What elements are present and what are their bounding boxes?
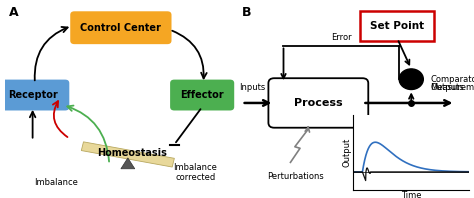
FancyBboxPatch shape — [70, 11, 172, 44]
Text: Effector: Effector — [180, 90, 224, 100]
Text: Set Point: Set Point — [370, 21, 424, 31]
Text: Inputs: Inputs — [239, 83, 265, 92]
FancyBboxPatch shape — [0, 80, 69, 110]
Polygon shape — [82, 142, 174, 167]
Text: Control Center: Control Center — [81, 23, 161, 33]
Text: Outputs: Outputs — [430, 83, 464, 92]
Text: Receptor: Receptor — [8, 90, 57, 100]
Text: Imbalance
corrected: Imbalance corrected — [173, 163, 217, 182]
FancyBboxPatch shape — [170, 80, 234, 110]
Text: Imbalance: Imbalance — [34, 178, 78, 187]
Text: Measurement: Measurement — [430, 83, 474, 92]
Y-axis label: Output: Output — [343, 138, 352, 167]
Circle shape — [399, 69, 423, 89]
Text: Perturbations: Perturbations — [267, 172, 324, 181]
Text: A: A — [9, 6, 19, 19]
Text: Process: Process — [294, 98, 343, 108]
Text: Homeostasis: Homeostasis — [98, 148, 167, 158]
Text: B: B — [242, 6, 251, 19]
X-axis label: Time: Time — [401, 191, 421, 198]
Polygon shape — [121, 158, 135, 169]
FancyBboxPatch shape — [268, 78, 368, 128]
Text: Error: Error — [331, 33, 352, 42]
Text: Comparator: Comparator — [430, 75, 474, 84]
FancyBboxPatch shape — [360, 11, 435, 41]
